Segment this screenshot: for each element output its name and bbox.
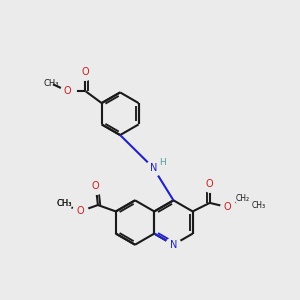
Text: CH₃: CH₃ bbox=[44, 79, 59, 88]
Text: O: O bbox=[82, 67, 89, 77]
Text: N: N bbox=[149, 163, 157, 173]
Text: O: O bbox=[206, 179, 214, 189]
Text: O: O bbox=[224, 202, 232, 212]
Text: O: O bbox=[64, 86, 71, 96]
Text: N: N bbox=[170, 240, 177, 250]
Text: H: H bbox=[159, 158, 166, 167]
Text: O: O bbox=[92, 181, 100, 191]
Text: CH₃: CH₃ bbox=[56, 199, 71, 208]
Text: CH₂: CH₂ bbox=[236, 194, 250, 203]
Text: O: O bbox=[76, 206, 84, 216]
Text: CH₃: CH₃ bbox=[251, 200, 266, 209]
Text: CH₃: CH₃ bbox=[56, 199, 71, 208]
